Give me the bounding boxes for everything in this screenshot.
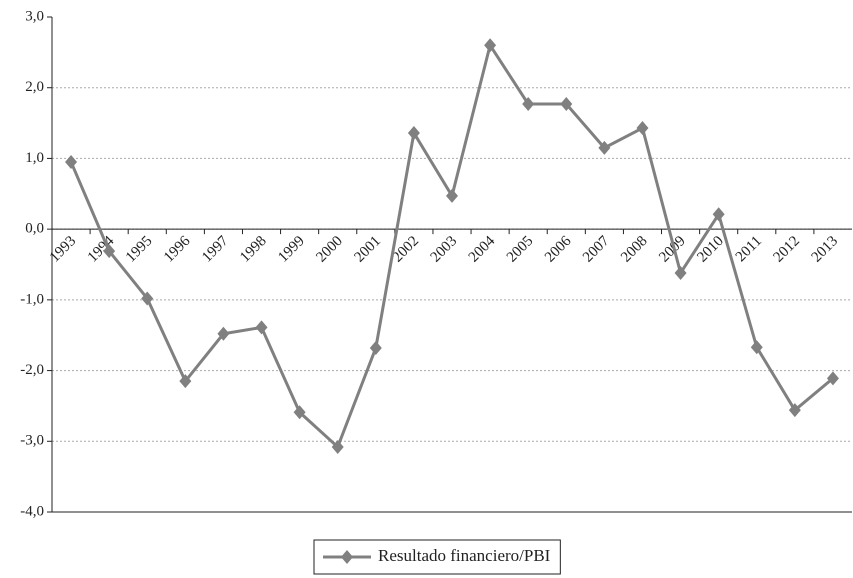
marker	[217, 326, 230, 341]
x-tick-label: 2000	[313, 233, 346, 266]
x-tick-label: 2006	[542, 233, 575, 266]
y-tick-label: -1,0	[20, 291, 44, 307]
y-tick-label: 0,0	[25, 221, 44, 237]
marker	[179, 374, 192, 389]
x-tick-label: 1998	[237, 233, 270, 266]
marker	[331, 439, 344, 454]
x-tick-label: 1997	[199, 233, 232, 266]
y-tick-label: -3,0	[20, 433, 44, 449]
marker	[255, 320, 268, 335]
marker	[103, 244, 116, 259]
y-tick-label: 2,0	[25, 79, 44, 95]
x-tick-label: 2003	[428, 233, 461, 266]
x-tick-label: 2011	[733, 233, 765, 265]
x-tick-label: 2001	[351, 233, 384, 266]
marker	[293, 405, 306, 420]
marker	[484, 38, 497, 53]
marker	[598, 140, 611, 155]
marker	[522, 96, 535, 111]
marker	[141, 291, 154, 306]
marker	[446, 188, 458, 203]
marker	[407, 125, 420, 140]
legend-label: Resultado financiero/PBI	[378, 546, 551, 565]
x-tick-label: 2012	[771, 233, 804, 266]
x-tick-label: 2007	[580, 233, 613, 266]
legend-marker	[341, 550, 353, 564]
x-tick-label: 2008	[618, 233, 651, 266]
x-tick-label: 1996	[161, 233, 194, 266]
marker	[636, 121, 649, 136]
y-tick-label: -2,0	[20, 362, 44, 378]
marker	[712, 207, 725, 222]
x-tick-label: 1999	[275, 233, 308, 266]
marker	[788, 403, 801, 418]
x-tick-label: 2004	[466, 233, 499, 266]
marker	[750, 340, 763, 355]
x-tick-label: 2013	[809, 233, 842, 266]
marker	[369, 340, 382, 355]
y-tick-label: 3,0	[25, 8, 44, 24]
legend: Resultado financiero/PBI	[313, 539, 561, 575]
marker	[826, 371, 839, 386]
y-tick-label: 1,0	[25, 150, 44, 166]
x-tick-label: 1995	[123, 233, 156, 266]
y-tick-label: -4,0	[20, 503, 44, 519]
x-tick-label: 2010	[694, 233, 727, 266]
marker	[674, 265, 687, 280]
marker	[65, 154, 78, 169]
marker	[560, 96, 573, 111]
x-tick-label: 2005	[504, 233, 537, 266]
